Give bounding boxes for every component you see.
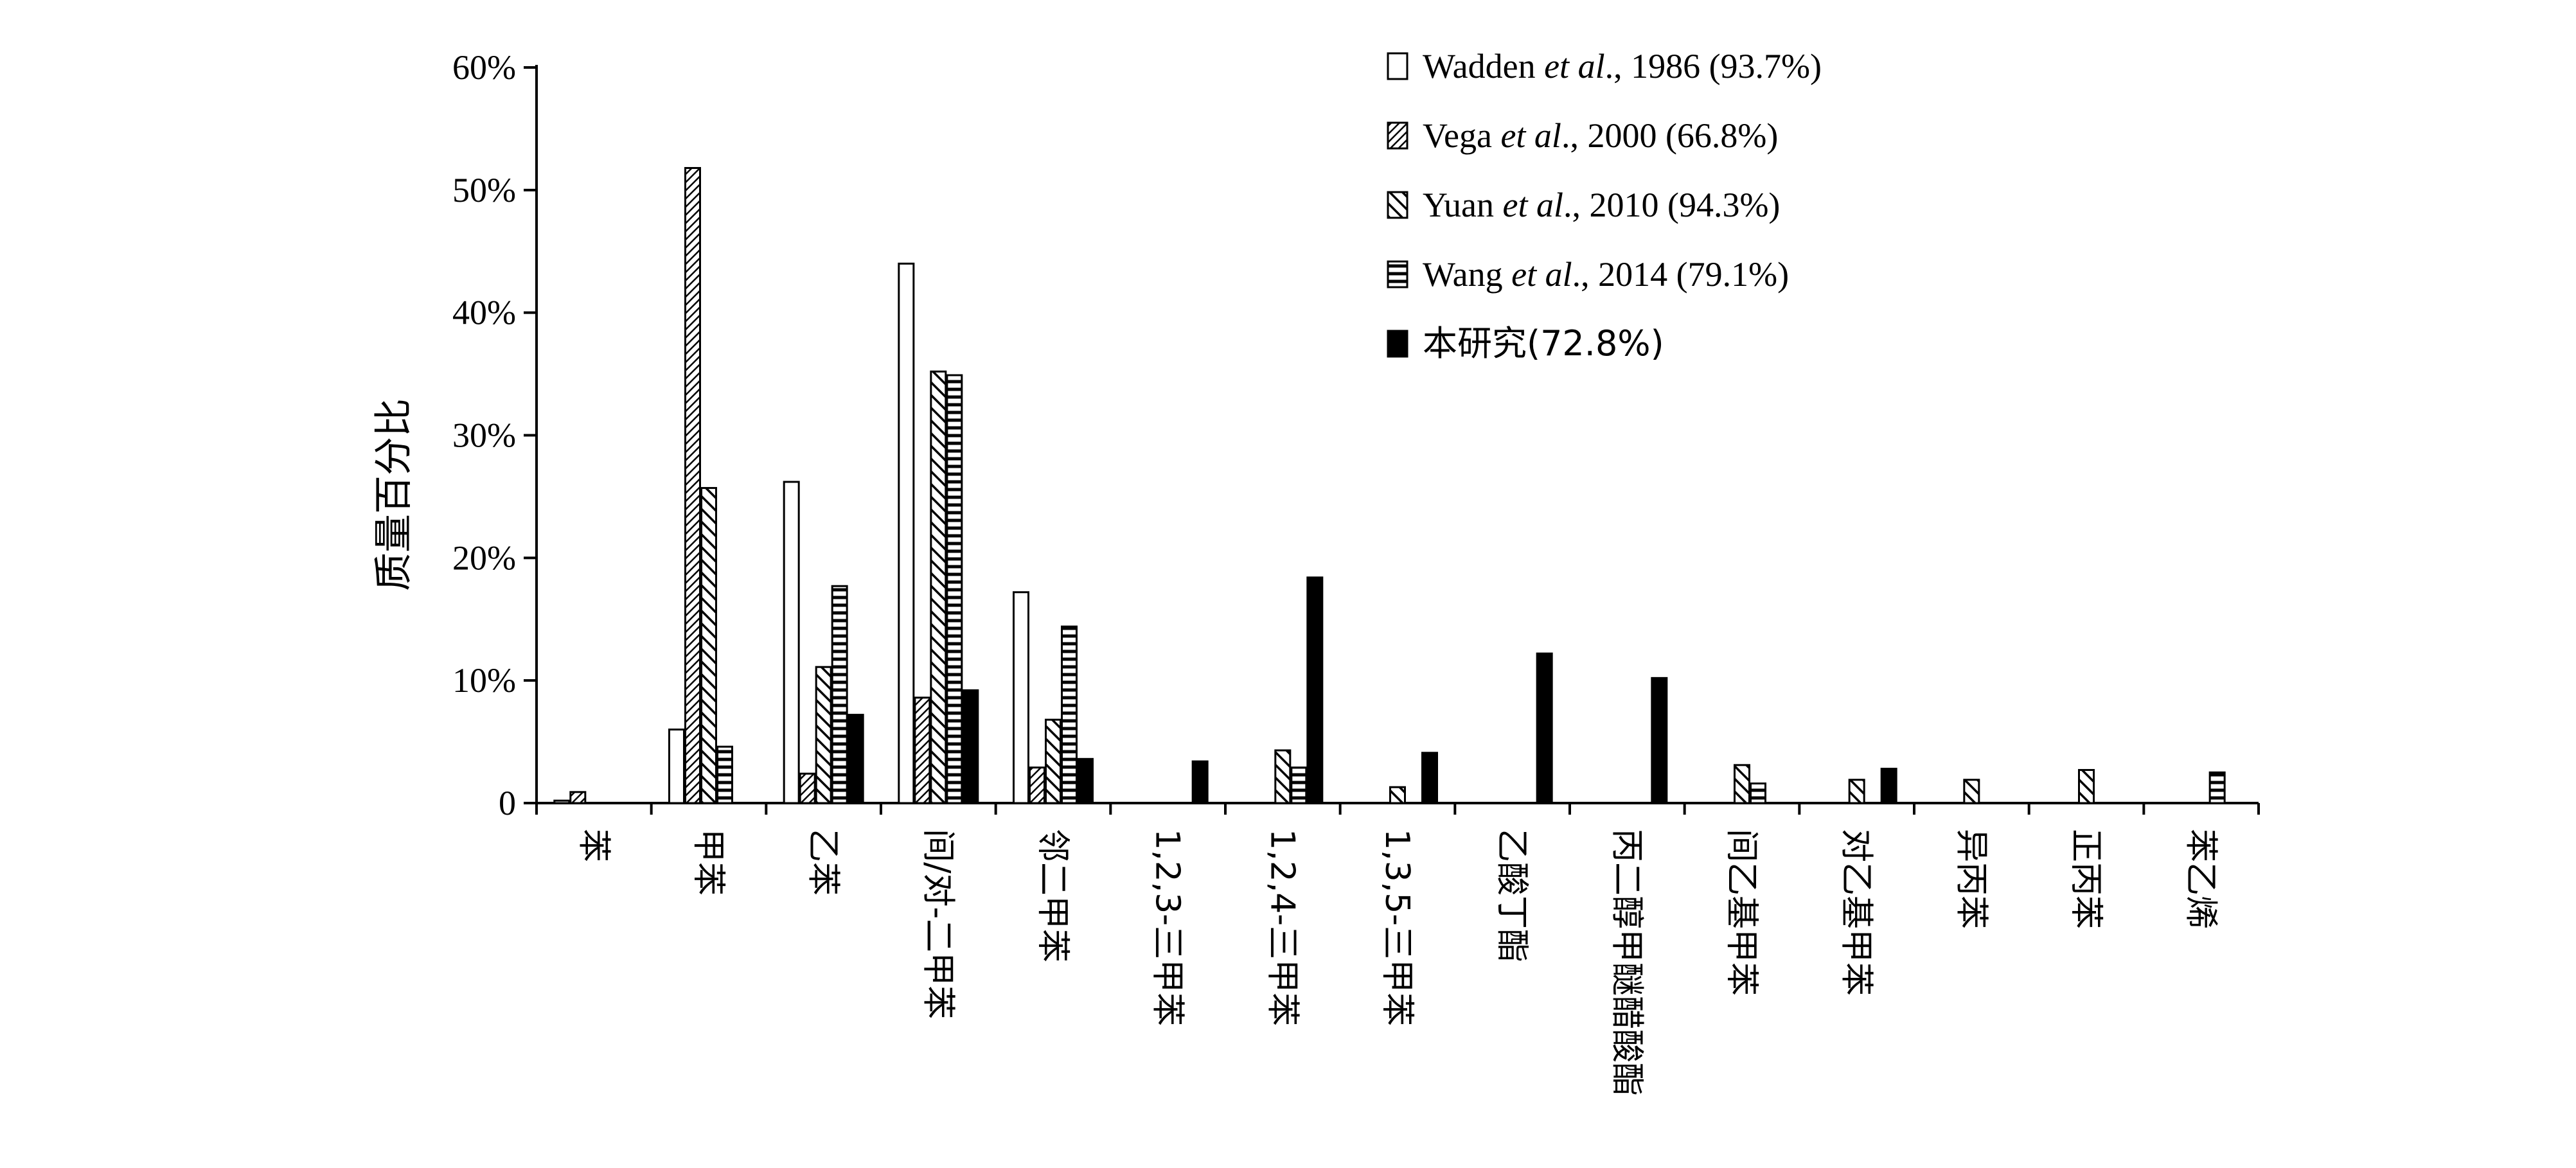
bar-2-2: 51.8	[684, 166, 701, 804]
bar-3-2: 25.7	[700, 487, 717, 804]
x-tick-label-3: 乙苯	[804, 829, 842, 896]
bar-3-5: 6.8	[1045, 718, 1061, 804]
x-tick-label-9: 乙酸丁酯	[1493, 829, 1531, 962]
bar-3-8: 1.3	[1389, 786, 1406, 804]
bar-4-7: 2.9	[1290, 766, 1308, 804]
x-tick-label-4: 间/对-二甲苯	[918, 829, 957, 1019]
y-tick-label: 20%	[452, 538, 516, 577]
legend-label-2: Vega et al., 2000 (66.8%)	[1423, 116, 1778, 155]
bar-2-1: 0.9	[569, 791, 587, 804]
bar-3-13: 1.9	[1963, 779, 1980, 804]
axes: 0 10% 20% 30% 40% 50% 60%	[452, 48, 2260, 822]
y-tick-label: 30%	[452, 416, 516, 455]
bar-5-6: 3.4	[1191, 760, 1209, 804]
bar-4-5: 14.4	[1061, 625, 1078, 804]
y-tick-label: 40%	[452, 294, 516, 332]
x-tick-label-6: 1,2,3-三甲苯	[1148, 829, 1187, 1026]
x-tick-label-10: 丙二醇甲醚醋酸酯	[1607, 829, 1646, 1096]
legend: Wadden et al., 1986 (93.7%) Vega et al., …	[1387, 47, 1822, 364]
bar-1-2: 6	[668, 729, 685, 804]
y-tick-label: 60%	[452, 48, 516, 87]
bar-5-7: 18.4	[1306, 576, 1324, 804]
legend-swatch-2	[1387, 121, 1408, 150]
x-tick-label-14: 正丙苯	[2066, 829, 2105, 929]
x-tick-label-11: 间乙基甲苯	[1722, 829, 1761, 996]
bar-5-4: 9.2	[962, 689, 979, 804]
bar-5-3: 7.2	[847, 714, 864, 804]
legend-label-5: 本研究(72.8%)	[1423, 323, 1664, 364]
bars: 0.2 6 26.2 44 17.2 0.9 51.8 2.4 8.6 2.9 25.7 11.1 35…	[553, 166, 2226, 804]
y-axis-label: 质量百分比	[371, 398, 416, 591]
legend-label-1: Wadden et al., 1986 (93.7%)	[1423, 47, 1822, 85]
legend-swatch-4	[1387, 260, 1408, 288]
bar-1-5: 17.2	[1013, 591, 1029, 804]
bar-2-4: 8.6	[914, 696, 931, 804]
bar-3-7: 4.3	[1274, 749, 1292, 804]
x-tick-label-15: 苯乙烯	[2181, 829, 2220, 929]
bar-4-2: 4.6	[716, 745, 733, 804]
bar-5-9: 12.2	[1536, 652, 1553, 804]
bar-3-12: 1.9	[1848, 779, 1865, 804]
x-tick-label-12: 对乙基甲苯	[1837, 829, 1876, 996]
bar-5-12: 2.8	[1880, 768, 1897, 804]
legend-label-4: Wang et al., 2014 (79.1%)	[1423, 255, 1789, 294]
bar-3-11: 3.1	[1734, 764, 1750, 804]
x-tick-label-5: 邻二甲苯	[1033, 829, 1072, 962]
bar-1-4: 44	[898, 262, 915, 804]
legend-swatch-1	[1387, 52, 1408, 80]
legend-swatch-5	[1387, 330, 1408, 358]
x-tick-label-2: 甲苯	[689, 829, 727, 896]
bar-4-11: 1.6	[1750, 782, 1766, 804]
bar-4-15: 2.5	[2208, 771, 2226, 804]
bar-4-3: 17.7	[831, 585, 848, 804]
bar-5-8: 4.1	[1421, 752, 1438, 804]
x-tick-label-7: 1,2,4-三甲苯	[1263, 829, 1301, 1026]
bar-3-4: 35.2	[930, 370, 947, 804]
bar-3-14: 2.7	[2078, 768, 2095, 804]
bar-5-5: 3.6	[1077, 757, 1094, 804]
y-tick-label: 0	[499, 784, 516, 822]
y-tick-label: 10%	[452, 661, 516, 700]
bar-3-3: 11.1	[815, 666, 832, 804]
bar-1-3: 26.2	[783, 481, 800, 804]
x-tick-label-8: 1,3,5-三甲苯	[1378, 829, 1416, 1026]
bar-4-4: 34.9	[946, 374, 963, 804]
bar-2-5: 2.9	[1029, 766, 1045, 804]
bar-2-3: 2.4	[799, 772, 816, 804]
legend-swatch-3	[1387, 191, 1408, 219]
x-tick-label-1: 苯	[574, 829, 612, 862]
bar-5-10: 10.2	[1651, 677, 1668, 804]
x-tick-label-13: 异丙苯	[1951, 829, 1990, 929]
bar-1-1: 0.2	[553, 799, 571, 804]
x-tick-labels: 苯 甲苯 乙苯 间/对-二甲苯 邻二甲苯 1,2,3-三甲苯 1,2,4-三甲苯 1,3,5-…	[574, 829, 2219, 1096]
legend-label-3: Yuan et al., 2010 (94.3%)	[1423, 186, 1780, 224]
y-tick-label: 50%	[452, 171, 516, 209]
